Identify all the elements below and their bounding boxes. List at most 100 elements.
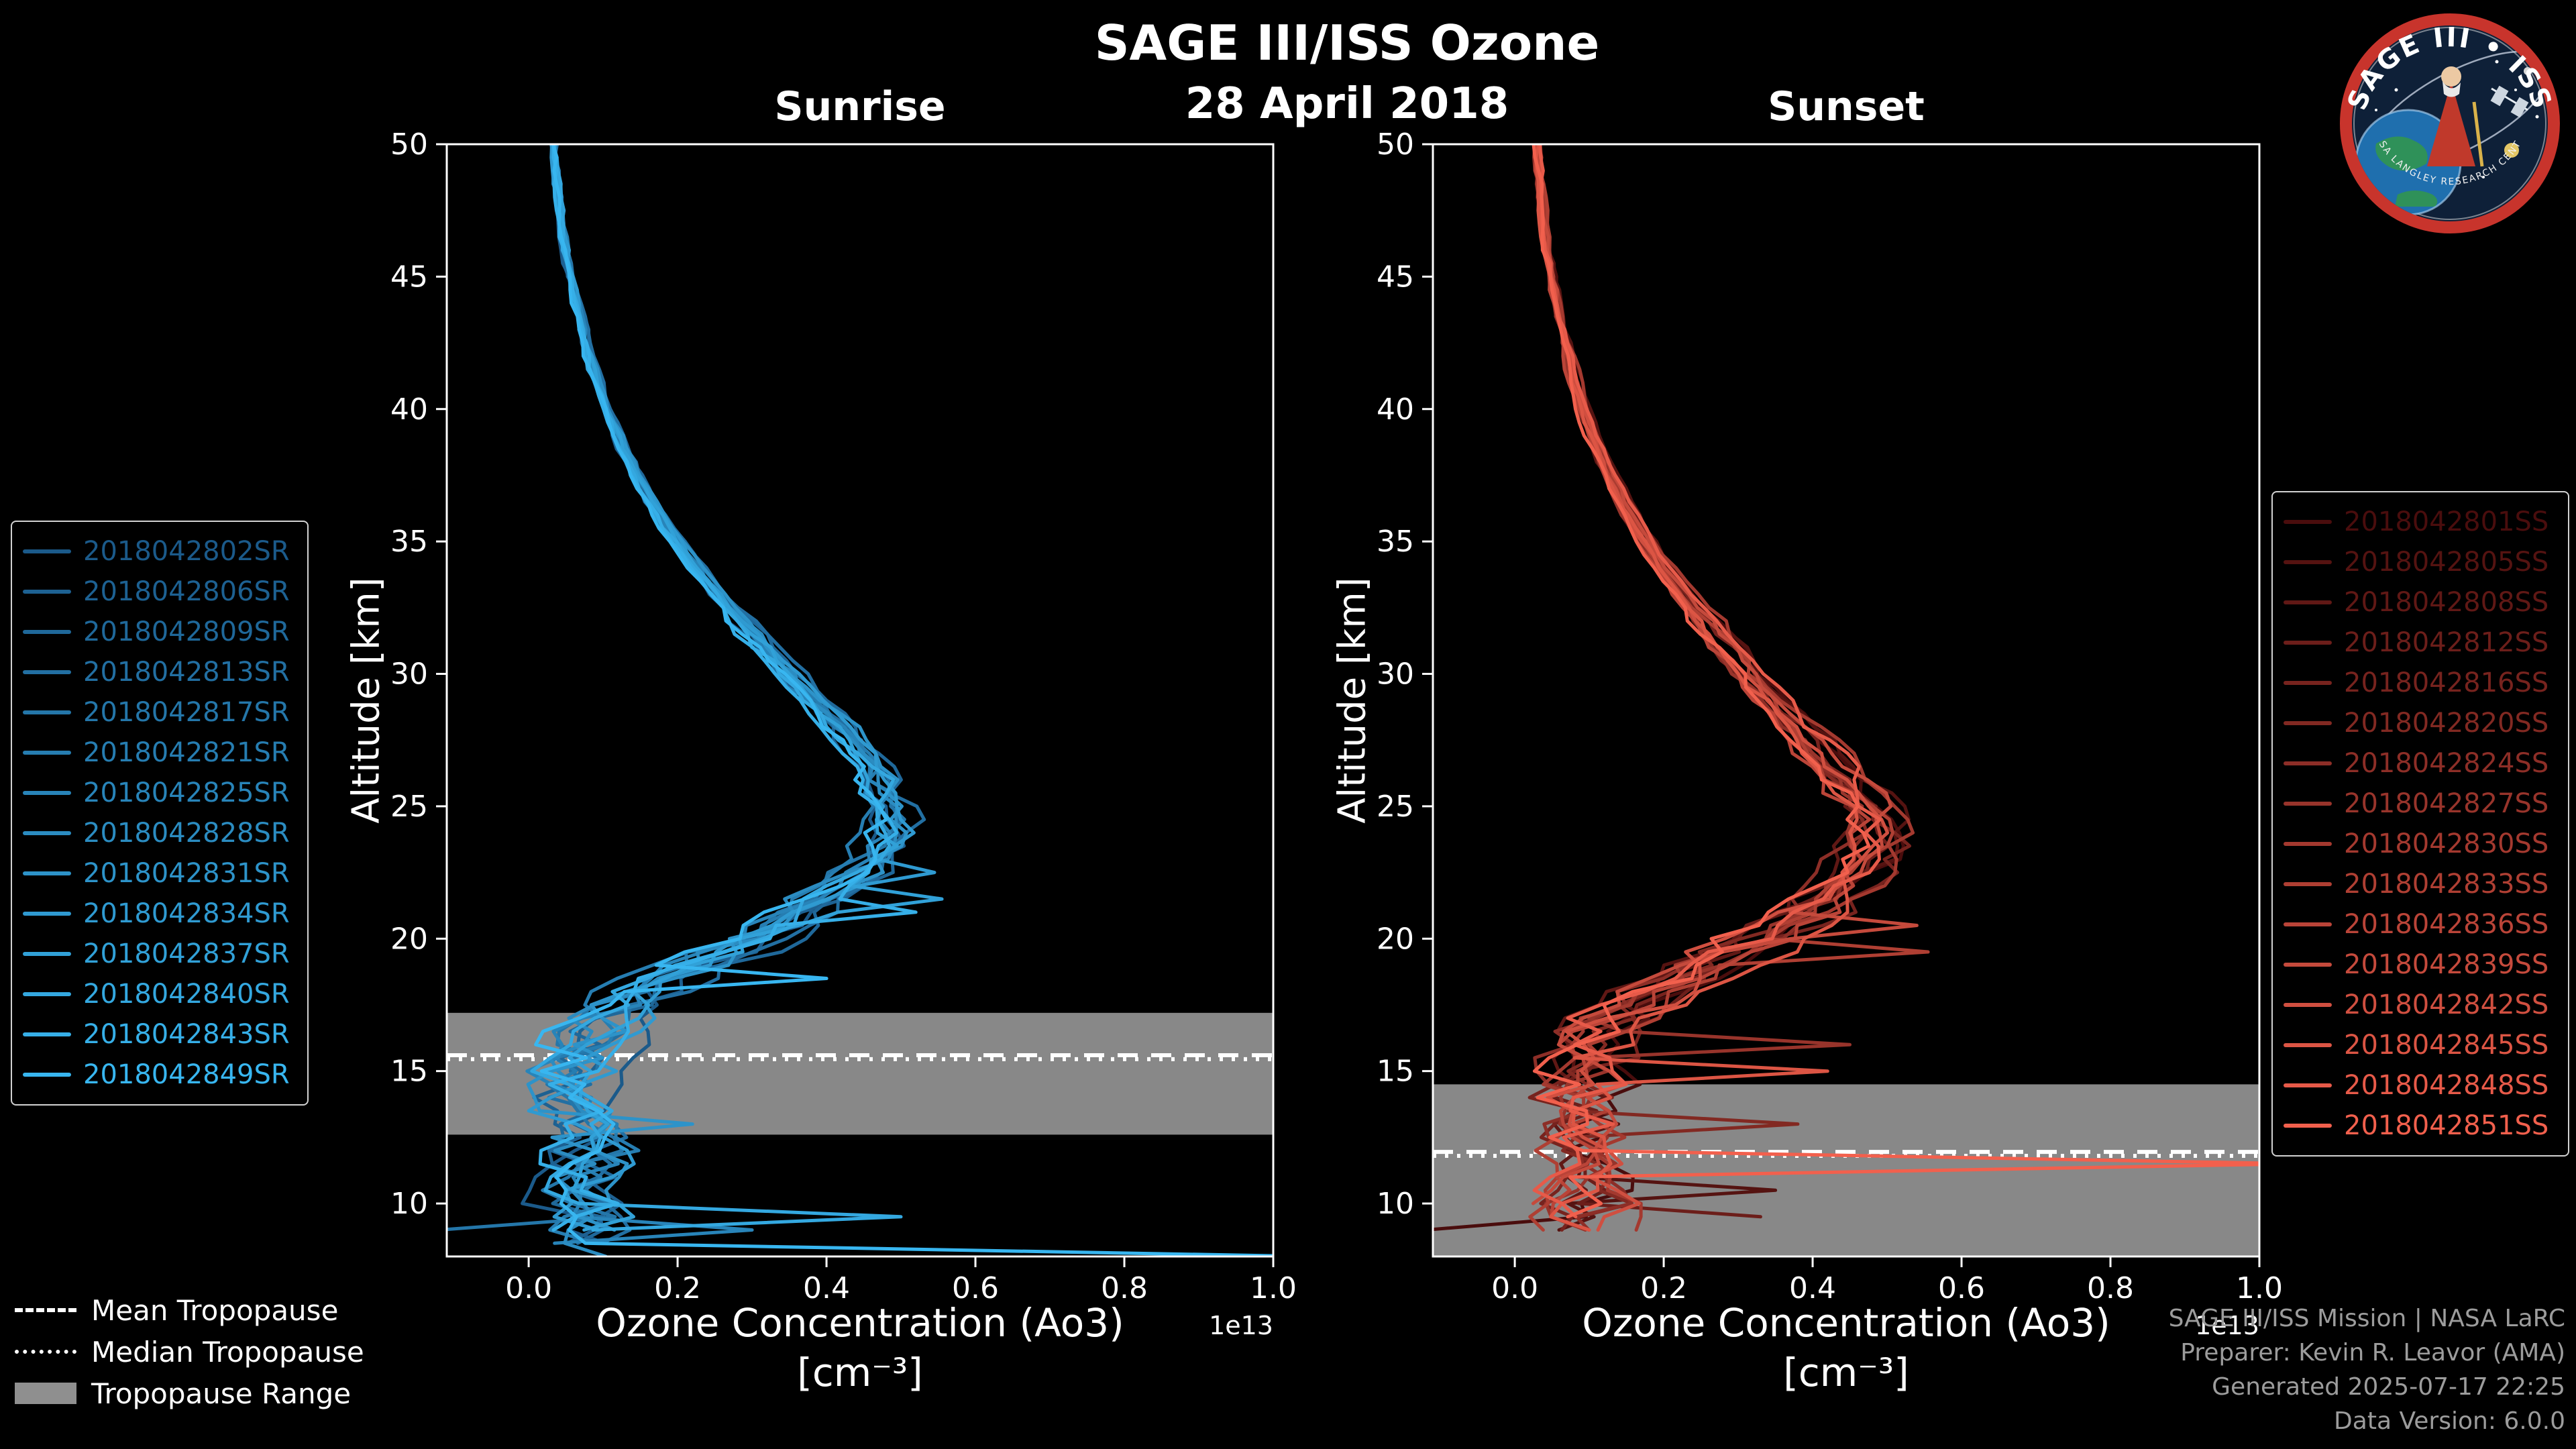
legend-label: 2018042825SR xyxy=(83,777,290,808)
y-tick-label: 10 xyxy=(1377,1187,1414,1221)
legend-label: 2018042833SS xyxy=(2344,869,2549,900)
legend-item-2018042840SR: 2018042840SR xyxy=(23,974,297,1014)
tropopause-range-legend-item: Tropopause Range xyxy=(15,1373,364,1414)
mission-credit-line: SAGE III/ISS Mission | NASA LaRC xyxy=(2168,1305,2565,1332)
logo-inner-ring xyxy=(2353,27,2546,220)
x-tick-label: 0.2 xyxy=(1640,1271,1687,1305)
profile-line-2018042801SS xyxy=(1433,144,1905,1232)
chart-title: SAGE III/ISS Ozone xyxy=(1094,15,1600,71)
x-tick-label: 0.4 xyxy=(1789,1271,1836,1305)
legend-label: 2018042831SR xyxy=(83,858,290,889)
legend-item-2018042828SR: 2018042828SR xyxy=(23,813,297,853)
legend-label: 2018042827SS xyxy=(2344,788,2549,819)
legend-line-swatch xyxy=(23,549,71,553)
mission-patch-logo: SAGE III • ISS NASA LANGLEY RESEARCH CEN… xyxy=(2336,9,2560,233)
legend-item-2018042833SS: 2018042833SS xyxy=(2284,864,2557,904)
legend-label: 2018042821SR xyxy=(83,737,290,768)
legend-item-2018042816SS: 2018042816SS xyxy=(2284,663,2557,703)
legend-line-swatch xyxy=(2284,600,2332,604)
y-tick-label: 25 xyxy=(390,790,428,824)
legend-line-swatch xyxy=(23,791,71,795)
legend-label: 2018042839SS xyxy=(2344,949,2549,980)
y-tick-label: 50 xyxy=(390,127,428,162)
legend-item-2018042806SR: 2018042806SR xyxy=(23,572,297,612)
legend-item-2018042845SS: 2018042845SS xyxy=(2284,1025,2557,1065)
axes-frame xyxy=(445,143,1275,1258)
legend-line-swatch xyxy=(23,1032,71,1036)
y-tick-label: 45 xyxy=(1377,260,1414,294)
legend-item-2018042830SS: 2018042830SS xyxy=(2284,824,2557,864)
sunset-x-axis-label: Ozone Concentration (Ao3) xyxy=(1582,1300,2110,1346)
legend-label: 2018042805SS xyxy=(2344,547,2549,578)
logo-stars xyxy=(2375,60,2539,178)
profile-line-2018042843SR xyxy=(538,144,918,1232)
y-tick-label: 15 xyxy=(390,1055,428,1089)
profile-line-2018042851SS xyxy=(1532,144,2259,1219)
logo-ring xyxy=(2340,13,2560,233)
y-tick-label: 20 xyxy=(390,922,428,956)
profile-line-2018042840SR xyxy=(530,144,903,1232)
legend-item-2018042812SS: 2018042812SS xyxy=(2284,623,2557,663)
y-tick-label: 30 xyxy=(1377,657,1414,692)
legend-item-2018042824SS: 2018042824SS xyxy=(2284,743,2557,784)
chart-date: 28 April 2018 xyxy=(1185,79,1509,129)
sunset-panel-title: Sunset xyxy=(1768,83,1925,130)
x-tick-label: 0.8 xyxy=(1101,1271,1148,1305)
legend-item-2018042801SS: 2018042801SS xyxy=(2284,502,2557,542)
legend-item-2018042817SR: 2018042817SR xyxy=(23,692,297,733)
generated-credit-line: Generated 2025-07-17 22:25 xyxy=(2212,1373,2565,1401)
logo-earth xyxy=(2355,109,2462,216)
legend-label: 2018042834SR xyxy=(83,898,290,929)
legend-item-2018042813SR: 2018042813SR xyxy=(23,652,297,692)
legend-line-swatch xyxy=(23,590,71,594)
legend-line-swatch xyxy=(23,710,71,714)
legend-item-2018042843SR: 2018042843SR xyxy=(23,1014,297,1055)
y-tick-label: 20 xyxy=(1377,922,1414,956)
legend-line-swatch xyxy=(23,670,71,674)
sunrise-y-axis-label: Altitude [km] xyxy=(344,577,388,824)
x-tick-label: 0.4 xyxy=(803,1271,850,1305)
legend-item-2018042842SS: 2018042842SS xyxy=(2284,985,2557,1025)
legend-line-swatch xyxy=(2284,761,2332,765)
legend-label: 2018042849SR xyxy=(83,1059,290,1090)
legend-line-swatch xyxy=(23,751,71,755)
profile-line-2018042848SS xyxy=(1532,144,1882,1219)
legend-item-2018042831SR: 2018042831SR xyxy=(23,853,297,894)
y-tick-label: 35 xyxy=(390,525,428,559)
legend-line-swatch xyxy=(2284,1003,2332,1007)
legend-line-swatch xyxy=(2284,842,2332,846)
median-tropopause-legend-item: Median Tropopause xyxy=(15,1331,364,1373)
legend-line-swatch xyxy=(2284,802,2332,806)
legend-item-2018042839SS: 2018042839SS xyxy=(2284,945,2557,985)
legend-label: 2018042842SS xyxy=(2344,989,2549,1020)
legend-label: 2018042812SS xyxy=(2344,627,2549,658)
legend-label: 2018042820SS xyxy=(2344,708,2549,739)
legend-line-swatch xyxy=(23,871,71,875)
mean-tropopause-label: Mean Tropopause xyxy=(91,1293,339,1327)
tropopause-range-label: Tropopause Range xyxy=(91,1377,352,1410)
sunset-y-axis-label: Altitude [km] xyxy=(1330,577,1375,824)
legend-label: 2018042836SS xyxy=(2344,909,2549,940)
legend-line-swatch xyxy=(2284,1124,2332,1128)
legend-line-swatch xyxy=(23,831,71,835)
legend-line-swatch xyxy=(23,912,71,916)
legend-label: 2018042840SR xyxy=(83,979,290,1010)
axes-frame xyxy=(1432,143,2261,1258)
legend-label: 2018042828SR xyxy=(83,818,290,849)
legend-line-swatch xyxy=(23,1073,71,1077)
dashed-line-swatch xyxy=(15,1308,76,1312)
y-tick-label: 10 xyxy=(390,1187,428,1221)
legend-line-swatch xyxy=(2284,963,2332,967)
legend-line-swatch xyxy=(2284,560,2332,564)
profile-line-2018042849SR xyxy=(534,144,1273,1256)
legend-item-2018042834SR: 2018042834SR xyxy=(23,894,297,934)
preparer-credit-line: Preparer: Kevin R. Leavor (AMA) xyxy=(2180,1339,2565,1366)
y-tick-label: 30 xyxy=(390,657,428,692)
axis-offset-label: 1e13 xyxy=(1209,1311,1273,1340)
legend-line-swatch xyxy=(2284,922,2332,926)
legend-line-swatch xyxy=(23,992,71,996)
legend-line-swatch xyxy=(2284,1043,2332,1047)
legend-label: 2018042813SR xyxy=(83,657,290,688)
y-tick-label: 15 xyxy=(1377,1055,1414,1089)
